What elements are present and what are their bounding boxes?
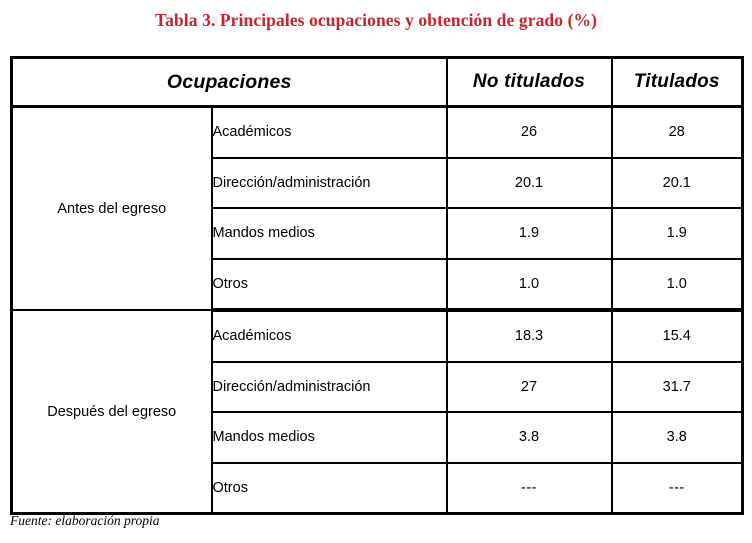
section-label-antes: Antes del egreso <box>10 105 213 311</box>
value-no-titulados: 27 <box>445 360 613 413</box>
source-note: Fuente: elaboración propia <box>10 513 160 528</box>
table-row: Dirección/administración 20.1 20.1 <box>12 156 744 209</box>
table-row: Otros 1.0 1.0 <box>12 257 744 312</box>
table-row: Antes del egreso Académicos 26 28 <box>10 105 744 311</box>
table-row: Dirección/administración 27 31.7 <box>12 360 744 413</box>
value-no-titulados: 20.1 <box>445 156 613 209</box>
value-no-titulados: 1.9 <box>445 207 613 260</box>
value-no-titulados: 3.8 <box>445 411 613 464</box>
value-no-titulados: --- <box>445 461 613 515</box>
occupations-table: Ocupaciones No titulados Titulados Antes… <box>10 56 744 515</box>
occupation-label: Académicos <box>210 105 448 159</box>
occupation-label: Mandos medios <box>210 207 448 260</box>
table-title: Tabla 3. Principales ocupaciones y obten… <box>154 10 598 30</box>
value-titulados: 1.0 <box>610 257 744 312</box>
value-titulados: 28 <box>610 105 744 159</box>
value-titulados: 31.7 <box>610 360 744 413</box>
table-body: Antes del egreso Académicos 26 28 Direcc… <box>10 105 744 515</box>
table-row: Mandos medios 1.9 1.9 <box>12 207 744 260</box>
value-no-titulados: 1.0 <box>445 257 613 312</box>
table-row: Otros --- --- <box>12 461 744 515</box>
value-titulados: 15.4 <box>610 309 744 363</box>
value-no-titulados: 18.3 <box>445 309 613 363</box>
column-header-no-titulados: No titulados <box>445 56 613 108</box>
occupation-label: Académicos <box>210 309 448 363</box>
occupation-label: Dirección/administración <box>210 156 448 209</box>
section-label-despues: Después del egreso <box>10 309 213 515</box>
value-titulados: --- <box>610 461 744 515</box>
table-container: Ocupaciones No titulados Titulados Antes… <box>10 56 744 515</box>
value-titulados: 20.1 <box>610 156 744 209</box>
table-header-row: Ocupaciones No titulados Titulados <box>10 56 744 108</box>
value-no-titulados: 26 <box>445 105 613 159</box>
table-row: Mandos medios 3.8 3.8 <box>12 411 744 464</box>
occupation-label: Otros <box>210 461 448 515</box>
occupation-label: Dirección/administración <box>210 360 448 413</box>
occupation-label: Otros <box>210 257 448 312</box>
occupation-label: Mandos medios <box>210 411 448 464</box>
table-row: Después del egreso Académicos 18.3 15.4 <box>10 309 744 515</box>
column-header-occupations: Ocupaciones <box>10 56 448 108</box>
value-titulados: 1.9 <box>610 207 744 260</box>
column-header-titulados: Titulados <box>610 56 744 108</box>
value-titulados: 3.8 <box>610 411 744 464</box>
